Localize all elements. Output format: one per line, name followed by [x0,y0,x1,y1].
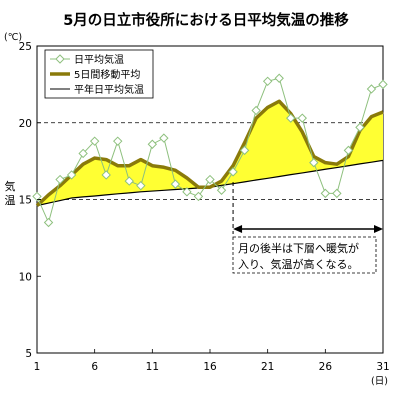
annotation-arrowhead-right [374,225,383,233]
daily-point-13 [170,179,181,189]
daily-point-15 [193,191,204,202]
daily-point-10 [136,180,146,191]
legend: 日平均気温 5日間移動平均 平年日平均気温 [44,49,154,99]
y-tick-15: 15 [19,195,32,207]
daily-point-31 [378,79,388,90]
y-unit-label: (℃) [4,32,22,43]
daily-point-12 [159,133,169,143]
moving-average-series [35,99,384,207]
legend-label-daily: 日平均気温 [74,53,124,66]
daily-point-8 [113,136,123,146]
annotation-arrowhead-left [233,225,243,233]
legend-marker-daily [55,54,65,64]
daily-point-1 [32,191,42,202]
daily-point-14 [182,187,192,197]
x-tick-labels: 1 6 11 16 21 26 31 [34,349,390,373]
daily-point-20 [251,105,261,116]
x-tick-11: 11 [146,361,159,373]
daily-point-4 [66,170,77,180]
daily-point-17 [216,185,227,195]
daily-point-5 [78,148,88,159]
daily-point-23 [286,113,296,123]
annotation-text-line2: 入り、気温が高くなる。 [238,257,359,271]
daily-point-28 [343,145,354,156]
daily-point-19 [239,145,250,156]
y-tick-20: 20 [19,118,32,130]
daily-line [36,77,384,225]
daily-point-29 [355,122,365,133]
daily-point-21 [262,76,273,87]
daily-point-25 [309,157,319,168]
y-tick-labels: 5 10 15 20 25 [19,41,41,360]
moving-average-line [35,99,384,207]
y-tick-5: 5 [25,348,32,360]
legend-label-normal: 平年日平均気温 [74,83,144,96]
gridlines [37,122,383,200]
daily-point-27 [332,188,342,199]
daily-point-7 [101,170,111,180]
daily-point-22 [274,73,284,83]
x-tick-31: 31 [376,361,389,373]
y-tick-10: 10 [19,271,32,283]
x-tick-6: 6 [91,361,98,373]
y-tick-25: 25 [19,41,32,53]
chart-title: 5月の日立市役所における日平均気温の推移 [63,11,349,29]
x-tick-26: 26 [319,361,333,373]
daily-point-2 [43,217,54,228]
x-tick-16: 16 [203,361,217,373]
daily-point-11 [147,139,158,149]
y-axis-label: 気温 [5,179,16,207]
daily-point-16 [205,174,215,185]
x-tick-1: 1 [34,361,41,373]
legend-label-moving-average: 5日間移動平均 [74,68,140,81]
fill-area [37,101,383,206]
annotation: 月の後半は下層へ暖気が 入り、気温が高くなる。 [232,182,383,274]
daily-point-24 [297,113,307,123]
annotation-text-line1: 月の後半は下層へ暖気が [238,241,359,255]
daily-point-18 [228,167,238,177]
daily-point-9 [124,176,134,186]
daily-point-6 [89,136,100,146]
daily-mean-series [32,73,388,228]
anomaly-fill [37,101,383,206]
daily-point-26 [320,188,331,199]
daily-point-3 [55,174,65,185]
x-unit-label: (日) [371,376,388,387]
y-axis-label-text: 気温 [5,179,16,207]
daily-point-30 [366,84,377,94]
x-tick-21: 21 [261,361,274,373]
annotation-box [232,236,377,274]
